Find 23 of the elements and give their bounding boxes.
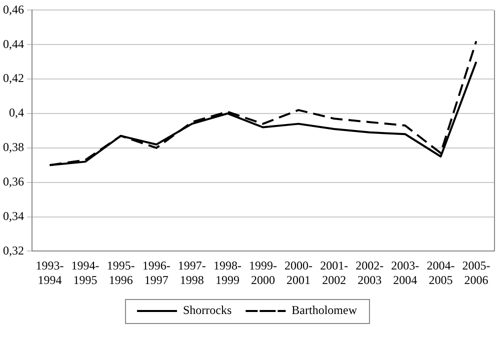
x-tick-label: 1997-1998 [178,258,206,287]
legend-label: Shorrocks [183,303,232,318]
x-tick-label: 2005-2006 [462,258,490,287]
y-tick-label: 0,36 [3,174,24,188]
y-tick-label: 0,42 [3,71,24,86]
x-tick-label: 1993-1994 [36,258,64,287]
legend-label: Bartholomew [292,303,358,318]
x-tick-label: 2001-2002 [320,258,348,287]
x-tick-label: 2000-2001 [284,258,313,287]
y-tick-label: 0,32 [3,243,24,258]
x-tick-label: 1996-1997 [142,258,170,287]
y-tick-label: 0,46 [3,2,24,16]
y-tick-label: 0,34 [3,208,24,223]
x-tick-label: 2004-2005 [426,258,455,287]
x-tick-label: 1994-1995 [71,258,100,287]
x-tick-label: 2003-2004 [391,258,420,287]
y-tick-label: 0,38 [3,140,24,154]
y-tick-label: 0,4 [9,106,24,120]
x-tick-label: 1995-1996 [106,258,135,287]
y-tick-label: 0,44 [3,36,24,51]
x-tick-label: 1999-2000 [249,258,277,287]
x-tick-label: 1998-1999 [213,258,242,287]
x-tick-label: 2002-2003 [356,258,384,287]
